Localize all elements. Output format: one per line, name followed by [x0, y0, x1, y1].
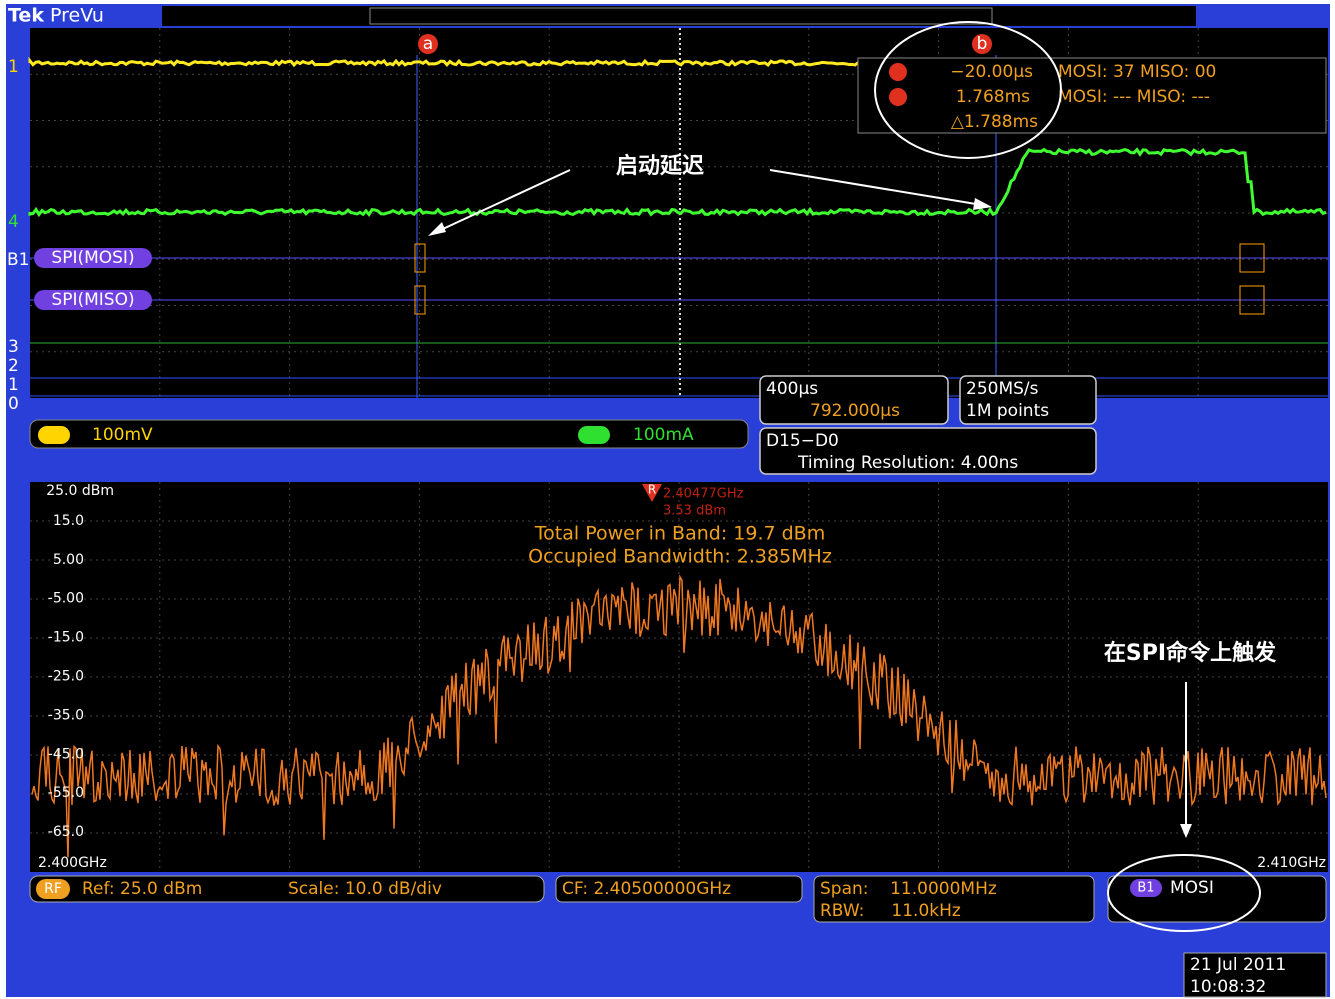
x-start: 2.400GHz: [38, 855, 107, 871]
arrowhead: [973, 198, 992, 210]
ch-marker: 3: [8, 337, 19, 357]
ch-marker: 1: [8, 375, 19, 395]
ch1-scale: 100mV: [92, 425, 153, 445]
y-tick-label: -5.00: [48, 591, 84, 607]
a-bus: MOSI: 37 MISO: 00: [1058, 62, 1216, 82]
date: 21 Jul 2011: [1190, 955, 1286, 975]
cursor-b-label: b: [977, 34, 988, 54]
ch4-trace: [28, 147, 1327, 218]
ch4-scale: 100mA: [633, 425, 694, 445]
cursor-b-badge: [972, 34, 992, 54]
readout-box: [857, 57, 1327, 134]
y-tick-label: 25.0 dBm: [46, 483, 114, 499]
center-freq: CF: 2.40500000GHz: [562, 879, 731, 899]
marker-label: R: [648, 483, 656, 497]
view-window: [369, 7, 993, 25]
highlight: [874, 21, 1062, 159]
ch1-badge: [38, 426, 70, 444]
marker-level: 3.53 dBm: [663, 504, 726, 519]
grid: [30, 482, 1328, 872]
rf-label: RF: [44, 881, 62, 897]
time-position: 792.000µs: [810, 401, 900, 421]
mode: PreVu: [50, 5, 104, 27]
y-tick-label: -45.0: [48, 746, 84, 762]
ch-marker: 0: [8, 394, 19, 414]
marker-freq: 2.40477GHz: [663, 487, 744, 502]
timebase-box: [759, 375, 949, 425]
time-scale: 400µs: [766, 379, 818, 399]
time: 10:08:32: [1190, 977, 1266, 997]
y-tick-label: -15.0: [48, 630, 84, 646]
bus-packet: [1239, 243, 1265, 273]
trigger-label: MOSI: [1170, 878, 1214, 898]
bus-badge: [1130, 879, 1162, 897]
channel-bar: [29, 419, 749, 449]
spectrum-trace: [31, 574, 1327, 858]
header: [6, 4, 162, 28]
span-box: [813, 875, 1095, 923]
bus-label: SPI(MOSI): [51, 248, 134, 268]
cursor-a-label: a: [423, 34, 433, 54]
y-tick-label: 5.00: [53, 552, 84, 568]
total-power: Total Power in Band: 19.7 dBm: [534, 523, 825, 545]
sample-rate: 250MS/s: [966, 379, 1039, 399]
b-dot: [889, 88, 907, 106]
a-time: −20.00µs: [950, 62, 1033, 82]
x-end: 2.410GHz: [1257, 855, 1326, 871]
highlight: [1107, 854, 1261, 932]
brand: Tek: [8, 5, 44, 27]
rbw: RBW: 11.0kHz: [820, 901, 961, 921]
trigger-bus: B1: [1137, 881, 1154, 896]
bus-label: SPI(MISO): [51, 290, 134, 310]
clock-box: [1183, 952, 1327, 998]
y-tick-label: -65.0: [48, 824, 84, 840]
b-bus: MOSI: --- MISO: ---: [1058, 87, 1210, 107]
bus-packet: [1239, 285, 1265, 315]
annotation: 在SPI命令上触发: [1104, 640, 1277, 666]
y-tick-label: -25.0: [48, 669, 84, 685]
arrowhead: [428, 222, 446, 236]
acq-box: [959, 375, 1097, 425]
digital-box: [759, 427, 1097, 475]
arrow: [769, 169, 989, 207]
y-tick-label: -35.0: [48, 707, 84, 723]
timing-resolution: Timing Resolution: 4.00ns: [797, 453, 1018, 473]
ref-level: Ref: 25.0 dBm: [82, 879, 202, 899]
record-view: [162, 6, 1196, 26]
bus-packet: [414, 285, 426, 315]
delta: △1.788ms: [951, 112, 1038, 132]
annotation: 启动延迟: [616, 153, 704, 179]
ch-marker: B1: [7, 250, 29, 270]
cf-bar: [555, 875, 803, 903]
ch-marker: 2: [8, 356, 19, 376]
digital-channels: D15−D0: [766, 431, 839, 451]
ch-marker: 1: [8, 57, 19, 77]
y-tick-label: 15.0: [53, 513, 84, 529]
span: Span: 11.0000MHz: [820, 879, 997, 899]
bus-packet: [414, 243, 426, 273]
ch-marker: 4: [8, 212, 19, 232]
rf-badge: [36, 879, 70, 899]
cursor-a-badge: [418, 34, 438, 54]
marker-icon: [642, 484, 662, 502]
ch4-badge: [578, 426, 610, 444]
ref-bar: [29, 875, 545, 903]
b-time: 1.768ms: [956, 87, 1030, 107]
bus-pill: [34, 290, 152, 310]
y-tick-label: -55.0: [48, 785, 84, 801]
record-length: 1M points: [966, 401, 1049, 421]
scale: Scale: 10.0 dB/div: [288, 879, 442, 899]
bus-pill: [34, 248, 152, 268]
arrow: [431, 169, 571, 235]
occupied-bw: Occupied Bandwidth: 2.385MHz: [528, 546, 832, 568]
a-dot: [889, 63, 907, 81]
arrowhead: [1180, 824, 1192, 838]
